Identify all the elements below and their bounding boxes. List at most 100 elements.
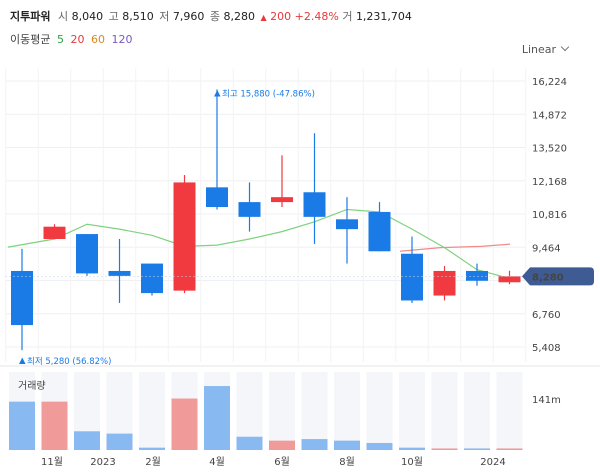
candle <box>433 266 456 301</box>
x-tick-label: 2023 <box>90 457 115 468</box>
candle <box>271 155 293 208</box>
volume-bar <box>74 431 100 450</box>
candle <box>401 236 423 303</box>
volume-bar <box>496 448 523 450</box>
volume-bar <box>431 448 458 450</box>
candle-body <box>271 197 293 203</box>
moving-average-label: 이동평균 <box>10 33 51 46</box>
candle <box>43 224 66 239</box>
change-percent: +2.48% <box>294 10 339 23</box>
volume-bar <box>204 386 230 450</box>
low-marker-icon: ▲ <box>19 356 26 366</box>
candle-body <box>466 270 488 281</box>
y-tick-label: 10,816 <box>532 210 567 221</box>
volume-bar <box>236 436 263 450</box>
candle <box>108 238 131 303</box>
x-tick-label: 11월 <box>41 456 63 468</box>
y-tick-label: 12,168 <box>532 177 567 188</box>
candle <box>173 175 196 294</box>
volume-bar <box>41 401 68 450</box>
ma5-line <box>7 208 510 279</box>
ma20-line <box>399 243 511 252</box>
candle <box>336 197 358 264</box>
low-annotation: 최저 5,280 (56.82%) <box>27 356 111 367</box>
quote-header: 지투파워 시 8,040 고 8,510 저 7,960 종 8,280 ▲ 2… <box>10 8 414 24</box>
volume-bar <box>399 447 425 450</box>
volume-slot <box>301 372 328 450</box>
volume-slot <box>139 372 165 450</box>
volume-slot <box>399 372 425 450</box>
volume-slot <box>269 372 295 450</box>
y-tick-label: 13,520 <box>532 144 567 155</box>
open-value: 8,040 <box>71 10 104 23</box>
volume-bar <box>301 439 328 450</box>
close-value: 8,280 <box>223 10 255 23</box>
high-marker-icon: ▲ <box>214 88 221 98</box>
volume-bar <box>366 442 393 450</box>
candle-body <box>141 263 163 294</box>
open-label: 시 <box>57 10 69 23</box>
candle <box>238 182 261 232</box>
stock-name: 지투파워 <box>10 10 51 23</box>
last-price-tag <box>522 267 594 286</box>
candle <box>76 234 98 276</box>
change-arrow-icon: ▲ <box>260 13 267 22</box>
moving-average-legend[interactable]: 이동평균 5 20 60 120 <box>10 31 135 47</box>
scale-dropdown[interactable]: Linear <box>522 43 568 56</box>
ma-period-5[interactable]: 5 <box>56 33 64 46</box>
volume-value: 1,231,704 <box>355 10 412 23</box>
y-tick-label: 5,408 <box>532 343 561 354</box>
ma-period-120[interactable]: 120 <box>111 33 133 46</box>
volume-bar <box>9 401 35 450</box>
candle-body <box>173 182 196 291</box>
volume-slot <box>496 372 523 450</box>
volume-tick-label: 141m <box>532 395 561 406</box>
close-label: 종 <box>209 10 220 23</box>
x-tick-label: 8월 <box>339 456 355 468</box>
low-label: 저 <box>159 10 170 23</box>
x-tick-label: 6월 <box>274 456 290 468</box>
candle-body <box>206 187 228 208</box>
candle <box>206 89 228 210</box>
candle-body <box>108 270 131 276</box>
candle-body <box>401 253 423 301</box>
volume-bar <box>269 440 295 450</box>
volume-slot <box>431 372 458 450</box>
candle-body <box>76 234 98 274</box>
last-price-label: 8,280 <box>532 272 564 283</box>
volume-slot <box>366 372 393 450</box>
candle <box>466 263 488 286</box>
ma-period-60[interactable]: 60 <box>90 33 105 46</box>
x-tick-label: 2월 <box>145 456 161 468</box>
volume-bar <box>464 448 490 450</box>
high-value: 8,510 <box>122 10 154 23</box>
volume-bar <box>171 398 198 450</box>
high-label: 고 <box>108 10 119 23</box>
candle-body <box>368 211 391 252</box>
candle-body <box>336 219 358 230</box>
volume-bar <box>334 440 360 450</box>
ma-period-20[interactable]: 20 <box>70 33 85 46</box>
y-tick-label: 9,464 <box>532 243 561 254</box>
volume-slot <box>334 372 360 450</box>
candle-body <box>433 270 456 296</box>
x-tick-label: 4월 <box>209 456 225 468</box>
candle-body <box>238 202 261 217</box>
candle <box>498 270 521 285</box>
candle-body <box>11 270 33 326</box>
y-tick-label: 14,872 <box>532 110 567 121</box>
candle <box>11 248 33 351</box>
volume-label: 거 <box>342 10 353 23</box>
candle <box>303 133 326 244</box>
volume-title: 거래량 <box>18 381 46 392</box>
candle <box>368 202 391 252</box>
volume-bar <box>106 433 133 450</box>
volume-slot <box>464 372 490 450</box>
candle <box>141 263 163 296</box>
x-tick-label: 2024 <box>480 457 505 468</box>
candle-body <box>43 226 66 239</box>
change-value: 200 <box>270 10 292 23</box>
y-tick-label: 6,760 <box>532 310 561 321</box>
x-tick-label: 10월 <box>401 456 423 468</box>
